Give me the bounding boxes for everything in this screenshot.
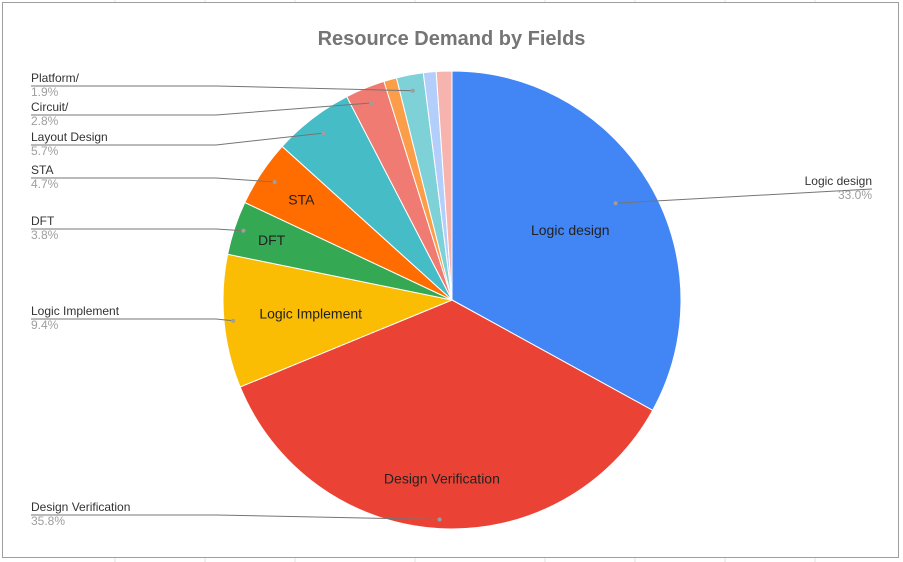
pie-slice-logic-implement bbox=[222, 253, 454, 388]
slice-inner-label-dft: DFT bbox=[258, 232, 286, 248]
slice-inner-label-logic-design: Logic design bbox=[531, 222, 610, 238]
leader-line-circuit bbox=[31, 102, 372, 116]
external-label-name: Design Verification bbox=[31, 500, 131, 514]
leader-dot-logic-design bbox=[613, 201, 618, 206]
leader-line-logic-design bbox=[615, 188, 873, 204]
leader-line-layout-design bbox=[31, 132, 324, 146]
leader-dot-layout-design bbox=[321, 131, 326, 136]
leader-line-dft bbox=[31, 228, 244, 232]
external-label-name: Circuit/ bbox=[31, 100, 69, 114]
external-label-percent: 35.8% bbox=[31, 514, 66, 528]
leader-dot-sta bbox=[272, 180, 277, 184]
leader-dot-platform bbox=[410, 88, 415, 93]
external-label-percent: 3.8% bbox=[31, 228, 59, 242]
pie-slice-unlabeled-10 bbox=[435, 70, 453, 301]
external-label-name: Logic design bbox=[804, 174, 872, 188]
external-label-percent: 1.9% bbox=[31, 85, 59, 99]
external-label-sta: STA 4.7% bbox=[31, 163, 58, 191]
external-label-platform: Platform/1.9% bbox=[31, 71, 79, 99]
external-label-percent: 2.8% bbox=[31, 114, 59, 128]
pie-slice-design-verification bbox=[239, 299, 654, 530]
external-label-percent: 9.4% bbox=[31, 318, 59, 332]
leader-dot-circuit bbox=[369, 101, 374, 105]
external-label-logic-implement: Logic Implement 9.4% bbox=[31, 304, 119, 332]
external-label-percent: 4.7% bbox=[31, 177, 59, 191]
external-label-logic-design: Logic design 33.0% bbox=[805, 174, 872, 202]
slice-inner-label-design-verification: Design Verification bbox=[384, 470, 500, 486]
leader-dot-logic-implement bbox=[231, 318, 236, 323]
slice-inner-label-logic-implement: Logic Implement bbox=[259, 305, 362, 321]
external-label-name: STA bbox=[31, 163, 54, 177]
external-label-percent: 5.7% bbox=[31, 144, 59, 158]
leader-dot-design-verification bbox=[437, 517, 442, 522]
external-label-name: DFT bbox=[31, 214, 55, 228]
leader-dot-dft bbox=[241, 228, 246, 233]
external-label-circuit: Circuit/2.8% bbox=[31, 100, 68, 128]
external-label-dft: DFT 3.8% bbox=[31, 214, 58, 242]
external-label-name: Logic Implement bbox=[31, 304, 120, 318]
pie-slice-logic-design bbox=[451, 70, 682, 411]
leader-line-platform bbox=[31, 85, 413, 92]
chart-title: Resource Demand by Fields bbox=[317, 28, 586, 50]
leader-line-sta bbox=[31, 177, 275, 183]
external-label-name: Layout Design bbox=[31, 130, 108, 144]
leader-line-design-verification bbox=[31, 514, 440, 520]
slice-inner-label-sta: STA bbox=[288, 192, 315, 208]
leader-line-logic-implement bbox=[31, 318, 234, 322]
external-label-name: Platform/ bbox=[31, 71, 80, 85]
external-label-layout-design: Layout Design 5.7% bbox=[31, 130, 108, 158]
external-label-percent: 33.0% bbox=[837, 188, 872, 202]
external-label-design-verification: Design Verification 35.8% bbox=[31, 500, 130, 528]
